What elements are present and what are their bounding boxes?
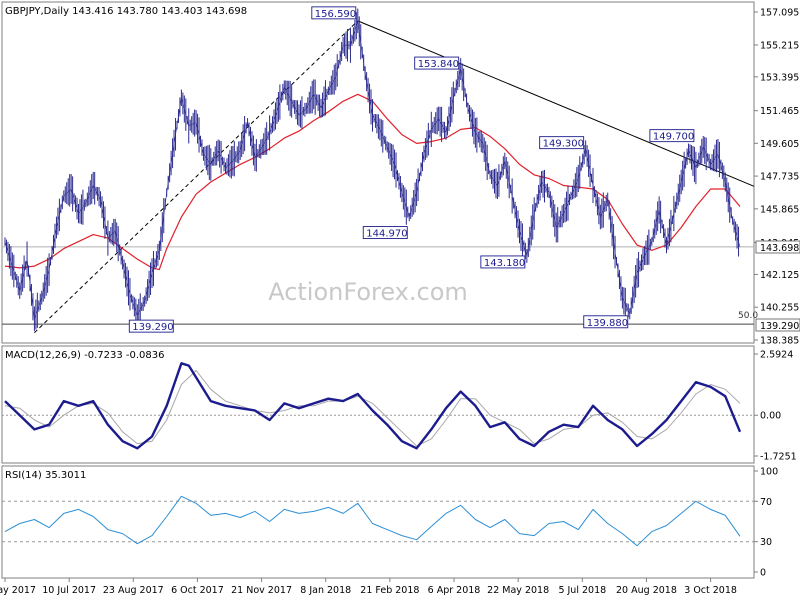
moving-average-line: [4, 93, 741, 271]
x-tick-label: 10 Jul 2017: [42, 585, 96, 596]
annotation-label: 149.700: [653, 132, 694, 143]
y-tick-label: 149.605: [760, 139, 799, 150]
macd-series-group: [4, 362, 742, 450]
support-level-label: 139.290: [760, 321, 799, 332]
price-y-axis: 157.095 155.215 153.395 151.465 149.605 147.7…: [754, 8, 799, 347]
watermark: ActionForex.com: [268, 278, 468, 306]
y-tick-label: 147.735: [760, 172, 799, 183]
y-tick-label: 145.865: [760, 204, 799, 215]
rsi-guides: [2, 500, 754, 543]
y-tick-label: 0: [760, 568, 766, 579]
macd-panel-title: MACD(12,26,9) -0.7233 -0.0836: [5, 350, 165, 361]
last-price-badge: 143.698: [755, 240, 800, 254]
last-price-label: 143.698: [760, 243, 799, 254]
annotation-149-700: 149.700: [649, 129, 695, 143]
x-tick-label: 22 May 2018: [487, 585, 549, 596]
annotations-group: 156.590 153.840 144.970 149.300 143.180 149.7…: [128, 6, 695, 333]
price-guides: [2, 20, 755, 334]
x-tick-label: 25 May 2017: [0, 585, 36, 596]
annotation-149-300: 149.300: [539, 136, 585, 150]
x-tick-label: 5 Jul 2018: [558, 585, 606, 596]
y-tick-label: 157.095: [760, 8, 799, 19]
y-tick-label: -1.7251: [760, 452, 797, 463]
macd-y-axis: 2.5924 0.00 -1.7251: [754, 350, 797, 463]
signal-line: [4, 369, 741, 447]
trendline: [357, 20, 755, 187]
y-tick-label: 0.00: [760, 411, 781, 422]
y-tick-label: 2.5924: [760, 350, 793, 361]
y-tick-label: 151.465: [760, 106, 799, 117]
x-tick-label: 8 Jan 2018: [300, 585, 351, 596]
x-axis: 25 May 2017 10 Jul 2017 23 Aug 2017 6 Oct 2…: [0, 578, 737, 596]
annotation-label: 139.290: [132, 322, 173, 333]
x-tick-label: 6 Oct 2017: [171, 585, 224, 596]
rsi-line: [4, 495, 741, 547]
y-tick-label: 140.255: [760, 303, 799, 314]
price-panel-title: GBPJPY,Daily 143.416 143.780 143.403 143…: [5, 6, 247, 17]
price-panel-frame: [1, 1, 755, 344]
x-tick-label: 23 Aug 2017: [103, 585, 164, 596]
x-tick-label: 20 Aug 2018: [616, 585, 677, 596]
annotation-139-290: 139.290: [128, 319, 174, 333]
annotation-143-180: 143.180: [480, 255, 526, 269]
annotation-label: 149.300: [543, 139, 584, 150]
annotation-144-970: 144.970: [362, 226, 408, 240]
y-tick-label: 153.395: [760, 72, 799, 83]
macd-line: [4, 362, 742, 450]
annotation-label: 153.840: [418, 59, 459, 70]
annotation-label: 143.180: [484, 258, 525, 269]
x-tick-label: 21 Nov 2017: [231, 585, 292, 596]
dashed-trendline: [34, 20, 359, 334]
y-tick-label: 155.215: [760, 40, 799, 51]
annotation-156-590: 156.590: [311, 6, 357, 20]
price-line: [4, 20, 741, 319]
x-tick-label: 6 Apr 2018: [428, 585, 481, 596]
y-tick-label: 70: [760, 497, 772, 508]
y-tick-label: 142.125: [760, 270, 799, 281]
annotation-label: 139.880: [587, 318, 628, 329]
y-tick-label: 30: [760, 537, 772, 548]
y-tick-label: 138.385: [760, 336, 799, 347]
support-level-badge: 139.290: [755, 318, 800, 332]
rsi-y-axis: 100 70 30 0: [754, 467, 778, 579]
annotation-139-880: 139.880: [583, 315, 629, 329]
annotation-label: 156.590: [315, 9, 356, 20]
x-tick-label: 3 Oct 2018: [684, 585, 737, 596]
rsi-panel-frame: [1, 465, 755, 579]
fib-level-label: 50.0: [738, 311, 758, 321]
rsi-panel-title: RSI(14) 35.3011: [5, 470, 86, 481]
macd-panel-frame: [1, 345, 755, 464]
annotation-153-840: 153.840: [414, 56, 460, 70]
price-series-group: [4, 8, 741, 331]
x-tick-label: 21 Feb 2018: [360, 585, 419, 596]
rsi-series-group: [4, 495, 741, 547]
y-tick-label: 100: [760, 467, 778, 478]
annotation-label: 144.970: [366, 229, 407, 240]
